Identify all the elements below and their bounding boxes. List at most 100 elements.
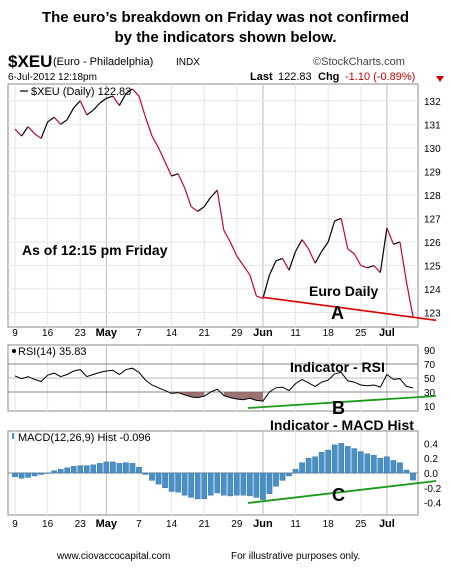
chart-date: 6-Jul-2012 12:18pm — [8, 72, 97, 83]
macd-bar — [70, 466, 77, 474]
price-segment — [242, 265, 251, 276]
macd-bar — [64, 467, 71, 474]
price-segment — [327, 220, 336, 243]
price-segment — [301, 239, 310, 250]
x-tick-label: May — [96, 518, 118, 530]
price-segment — [47, 116, 55, 123]
macd-bar — [38, 472, 44, 475]
x-tick-label: 9 — [12, 328, 18, 339]
euro-daily-annotation: Euro Daily — [309, 283, 378, 299]
price-segment — [314, 251, 323, 264]
x-tick-label: Jun — [253, 327, 273, 339]
price-segment — [86, 109, 94, 116]
x-tick-label: 14 — [166, 519, 178, 530]
price-segment — [144, 117, 153, 137]
macd-bar — [194, 472, 201, 500]
macd-bar — [175, 472, 181, 493]
price-segment — [249, 274, 257, 297]
macd-bar — [403, 469, 410, 474]
macd-bar — [168, 472, 175, 492]
x-tick-label: 11 — [290, 328, 301, 339]
price-segment — [360, 264, 368, 269]
price-segment — [210, 189, 218, 198]
macd-bar — [155, 472, 162, 485]
x-tick-label: Jun — [253, 518, 273, 530]
x-tick-label: 7 — [136, 328, 142, 339]
price-segment — [229, 241, 238, 257]
price-segment — [334, 217, 342, 222]
x-tick-label: Jul — [379, 327, 395, 339]
annotation-a: A — [331, 303, 344, 323]
price-segment — [268, 260, 277, 276]
price-segment — [379, 227, 388, 273]
x-tick-label: 25 — [355, 519, 367, 530]
price-segment — [321, 241, 329, 252]
macd-bar — [364, 453, 371, 474]
macd-bar — [299, 462, 305, 474]
x-tick-label: 23 — [75, 519, 87, 530]
macd-y-tick-label: 0.0 — [424, 469, 438, 480]
price-segment — [34, 133, 42, 139]
price-segment — [367, 264, 375, 269]
price-y-tick-label: 129 — [424, 167, 441, 178]
price-segment — [138, 95, 147, 118]
price-segment — [60, 119, 68, 125]
last-value: 122.83 — [278, 71, 312, 83]
price-segment — [275, 257, 283, 262]
price-segment — [353, 253, 362, 266]
macd-bar — [18, 472, 25, 479]
macd-bar — [390, 460, 397, 474]
macd-bar — [234, 472, 240, 496]
macd-bar — [279, 472, 286, 481]
chg-label: Chg — [318, 71, 340, 83]
macd-bar — [188, 472, 194, 498]
macd-bar — [207, 472, 214, 496]
last-label: Last — [250, 71, 273, 83]
macd-bar — [338, 443, 345, 474]
macd-bar — [371, 455, 377, 474]
price-segment — [151, 135, 160, 149]
rsi-legend-marker — [12, 349, 16, 353]
macd-bar — [142, 472, 149, 475]
macd-bar — [312, 456, 318, 474]
down-arrow-icon — [436, 76, 444, 82]
macd-y-tick-label: -0.2 — [424, 484, 442, 495]
macd-bar — [292, 469, 299, 474]
price-segment — [236, 255, 244, 266]
x-tick-label: 21 — [199, 519, 211, 530]
x-tick-label: 16 — [42, 519, 54, 530]
macd-legend: MACD(12,26,9) Hist -0.096 — [18, 432, 151, 444]
footer-website: www.ciovaccocapital.com — [57, 551, 171, 562]
price-segment — [295, 239, 303, 252]
headline-line-2: by the indicators shown below. — [114, 29, 337, 46]
macd-bar — [57, 469, 64, 474]
price-segment — [405, 281, 414, 317]
price-segment — [79, 100, 88, 116]
price-segment — [125, 88, 133, 95]
headline-line-1: The euro’s breakdown on Friday was not c… — [41, 9, 409, 26]
macd-trendline — [247, 480, 437, 504]
price-segment — [184, 187, 192, 207]
rsi-line — [14, 367, 414, 402]
macd-bar — [240, 472, 247, 496]
macd-bar — [97, 463, 103, 474]
macd-y-tick-label: -0.4 — [424, 499, 442, 510]
macd-bar — [181, 472, 188, 496]
macd-bar — [410, 472, 416, 481]
x-tick-label: 16 — [42, 328, 54, 339]
annotation-b: B — [332, 398, 345, 418]
price-segment — [27, 126, 36, 135]
price-segment — [73, 100, 81, 109]
price-y-tick-label: 131 — [424, 120, 441, 131]
macd-bar — [260, 472, 266, 500]
price-segment — [53, 116, 62, 125]
macd-bar — [77, 465, 84, 474]
macd-bar — [90, 464, 97, 474]
rsi-legend: RSI(14) 35.83 — [18, 346, 86, 358]
macd-y-tick-label: 0.2 — [424, 454, 438, 465]
macd-bar — [397, 462, 403, 474]
macd-bar — [351, 448, 358, 474]
macd-bar — [384, 456, 390, 474]
price-segment — [256, 295, 264, 300]
